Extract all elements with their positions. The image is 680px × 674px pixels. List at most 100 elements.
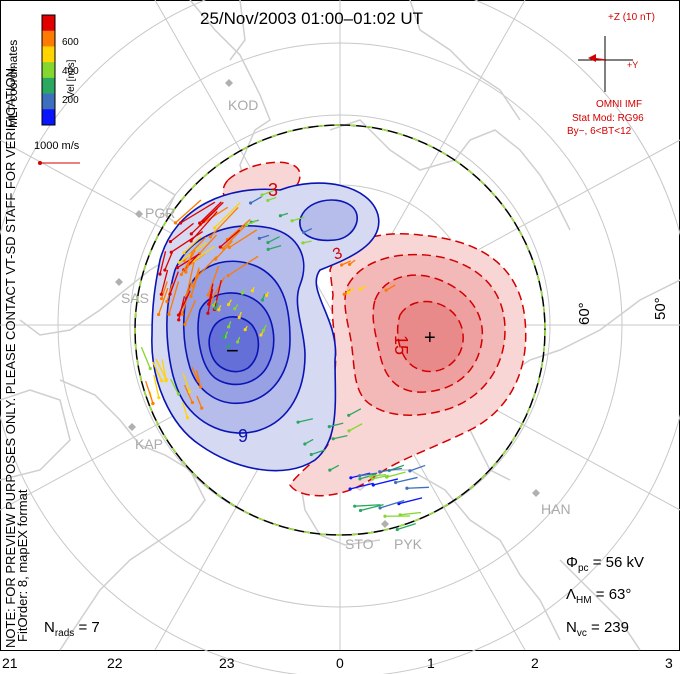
velocity-vector-origin: [163, 268, 167, 272]
velocity-vectors: [140, 189, 429, 532]
velocity-vector-origin: [347, 413, 351, 417]
velocity-vector: [227, 255, 259, 277]
velocity-vector: [398, 497, 423, 505]
velocity-vector: [182, 373, 191, 392]
velocity-vector-origin: [250, 289, 255, 293]
velocity-colorbar: [41, 14, 56, 126]
velocity-vector-origin: [371, 483, 375, 487]
velocity-vector-origin: [196, 379, 200, 383]
velocity-vector-origin: [378, 470, 382, 474]
velocity-vector: [174, 199, 202, 224]
imf-dial: [578, 36, 633, 92]
velocity-vector-origin: [184, 270, 188, 274]
velocity-vector: [222, 224, 247, 249]
velocity-vector-origin: [266, 247, 270, 251]
velocity-vector-origin: [331, 437, 335, 441]
velocity-vector: [170, 230, 204, 253]
velocity-vector-origin: [358, 477, 362, 481]
velocity-vector: [209, 206, 239, 238]
velocity-vector-origin: [260, 193, 264, 197]
velocity-vector: [291, 216, 305, 222]
scale-vector-dot: [38, 161, 42, 165]
velocity-vector: [196, 369, 202, 388]
velocity-vector-origin: [176, 392, 180, 396]
velocity-vector-origin: [358, 508, 363, 513]
station-label-pyk: PYK: [394, 536, 423, 552]
velocity-vector: [207, 288, 214, 314]
velocity-vector-origin: [347, 262, 352, 267]
velocity-vector-origin: [347, 429, 351, 433]
velocity-vector-origin: [160, 379, 164, 383]
station-label-sas: SAS: [121, 290, 150, 306]
station-label-kod: KOD: [228, 97, 259, 113]
velocity-vector: [183, 384, 194, 403]
velocity-vector-origin: [175, 265, 180, 270]
velocity-vector-origin: [217, 308, 221, 312]
velocity-vector: [184, 300, 197, 325]
velocity-vector-origin: [237, 315, 241, 320]
velocity-vector-origin: [180, 312, 184, 316]
latitude-label-60: 60°: [576, 302, 593, 325]
station-label-han: HAN: [541, 501, 571, 517]
velocity-vector-origin: [190, 400, 195, 405]
velocity-vector: [359, 473, 377, 480]
colorbar-swatch: [42, 15, 55, 32]
velocity-vector-origin: [178, 221, 183, 225]
velocity-vector-origin: [177, 260, 181, 265]
velocity-vector-origin: [398, 513, 402, 517]
colorbar-swatch: [42, 30, 55, 47]
velocity-vector: [219, 229, 241, 248]
latitude-label-50: 50°: [652, 297, 669, 320]
velocity-vector-origin: [179, 272, 184, 277]
velocity-vector-origin: [245, 223, 249, 227]
velocity-vector: [180, 249, 196, 275]
vector-scale-label: 1000 m/s: [34, 140, 80, 152]
velocity-vector-origin: [358, 474, 362, 478]
velocity-vector-origin: [346, 290, 350, 295]
velocity-vector: [267, 236, 280, 244]
velocity-vector-origin: [236, 340, 240, 344]
velocity-vector-origin: [278, 214, 283, 218]
velocity-vector: [192, 267, 200, 287]
velocity-vector-origin: [303, 442, 307, 446]
mlt-tick: 21: [2, 655, 18, 671]
velocity-vector: [409, 464, 426, 472]
colorbar-swatch: [42, 109, 55, 126]
velocity-vector: [196, 395, 203, 409]
velocity-vector-origin: [221, 335, 226, 339]
velocity-vector-origin: [358, 287, 362, 291]
velocity-vector-origin: [342, 292, 346, 296]
velocity-vector: [158, 287, 169, 315]
imf-y-label: +Y: [627, 60, 639, 70]
mlt-tick: 3: [665, 655, 673, 671]
min-potential-marker: −: [226, 338, 239, 363]
velocity-vector-origin: [165, 300, 169, 304]
velocity-vector: [180, 201, 216, 224]
velocity-vector: [267, 244, 282, 250]
velocity-vector-origin: [394, 480, 398, 485]
velocity-vector-origin: [213, 257, 218, 261]
velocity-vector: [182, 402, 189, 418]
velocity-vector: [406, 486, 429, 489]
velocity-vector-origin: [395, 527, 399, 532]
velocity-vector: [196, 255, 218, 278]
velocity-vector-origin: [226, 274, 230, 278]
velocity-vector: [297, 418, 313, 423]
mlt-tick: 23: [219, 655, 235, 671]
velocity-vector-origin: [168, 239, 173, 244]
velocity-vector-origin: [206, 311, 210, 315]
velocity-vector-origin: [177, 318, 181, 322]
velocity-vector-origin: [206, 293, 210, 297]
velocity-vector: [185, 251, 193, 273]
imf-model: Stat Mod: RG96: [572, 113, 644, 124]
velocity-vector-origin: [260, 298, 265, 302]
velocity-vector-origin: [327, 425, 331, 429]
velocity-vector-origin: [302, 230, 306, 234]
contour-label: 15: [391, 335, 411, 355]
station-markers: [115, 79, 540, 528]
velocity-vector: [207, 265, 220, 296]
velocity-vector-origin: [159, 297, 164, 301]
velocity-vector: [226, 218, 251, 240]
velocity-vector: [153, 374, 160, 398]
colorbar-tick: 200: [62, 95, 79, 106]
